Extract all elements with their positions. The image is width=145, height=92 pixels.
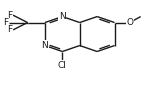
Text: N: N (59, 12, 66, 21)
Text: N: N (42, 41, 48, 50)
Text: F: F (7, 11, 12, 20)
Text: F: F (7, 25, 12, 34)
Text: Cl: Cl (58, 61, 67, 70)
Text: F: F (3, 18, 8, 27)
Text: O: O (126, 18, 133, 27)
